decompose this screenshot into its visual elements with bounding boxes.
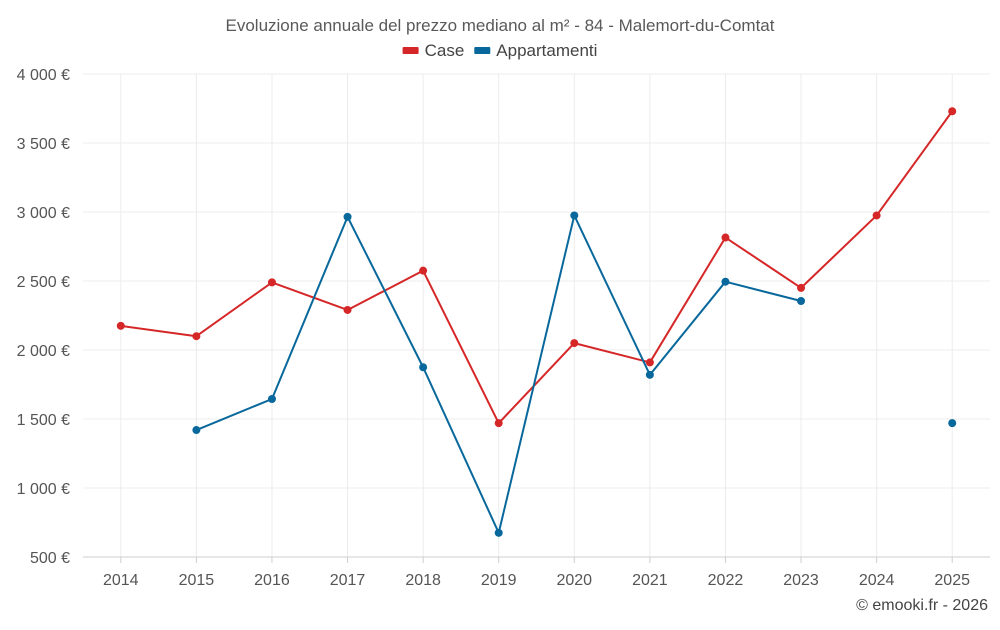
data-point[interactable] (721, 277, 730, 286)
x-tick-label: 2024 (859, 572, 895, 589)
data-point[interactable] (419, 266, 428, 275)
chart-title: Evoluzione annuale del prezzo mediano al… (226, 16, 775, 35)
grid (83, 73, 990, 557)
y-tick-label: 2 500 € (17, 274, 70, 291)
x-tick-label: 2021 (632, 572, 668, 589)
y-tick-label: 2 000 € (17, 343, 70, 360)
x-tick-label: 2022 (708, 572, 744, 589)
legend-swatch (402, 47, 419, 54)
data-point[interactable] (721, 233, 730, 242)
y-tick-label: 4 000 € (17, 67, 70, 84)
data-point[interactable] (797, 297, 806, 306)
x-tick-label: 2019 (481, 572, 517, 589)
x-tick-label: 2025 (934, 572, 970, 589)
series-line (120, 110, 954, 425)
axes: 500 € 1 000 € 1 500 € 2 000 € 2 500 € 3 000 €… (17, 67, 990, 589)
data-point[interactable] (570, 211, 579, 220)
y-tick-label: 3 500 € (17, 136, 70, 153)
y-tick-label: 3 000 € (17, 205, 70, 222)
data-point[interactable] (948, 419, 957, 428)
x-tick-label: 2016 (254, 572, 290, 589)
data-point[interactable] (797, 283, 806, 292)
y-tick-label: 1 000 € (17, 481, 70, 498)
series-case (116, 107, 957, 428)
y-tick-label: 500 € (30, 550, 70, 567)
x-tick-label: 2017 (330, 572, 366, 589)
data-point[interactable] (116, 321, 125, 330)
x-tick-label: 2018 (405, 572, 441, 589)
data-point[interactable] (494, 528, 503, 537)
credit-text: © emooki.fr - 2026 (856, 597, 988, 614)
data-point[interactable] (267, 278, 276, 287)
data-point[interactable] (645, 358, 654, 367)
legend: Case Appartamenti (402, 41, 597, 60)
data-point[interactable] (267, 394, 276, 403)
legend-swatch (474, 47, 491, 54)
series-appartamenti (192, 211, 957, 537)
legend-label: Case (425, 41, 465, 60)
data-point[interactable] (872, 211, 881, 220)
x-tick-label: 2023 (783, 572, 819, 589)
y-tick-label: 1 500 € (17, 412, 70, 429)
data-point[interactable] (570, 339, 579, 348)
data-point[interactable] (419, 363, 428, 372)
series-layer (116, 107, 957, 537)
data-point[interactable] (192, 332, 201, 341)
data-point[interactable] (494, 419, 503, 428)
legend-item[interactable]: Appartamenti (474, 41, 597, 60)
data-point[interactable] (645, 370, 654, 379)
data-point[interactable] (343, 212, 352, 221)
x-tick-label: 2020 (556, 572, 592, 589)
legend-label: Appartamenti (496, 41, 597, 60)
data-point[interactable] (948, 107, 957, 116)
legend-item[interactable]: Case (402, 41, 465, 60)
x-tick-label: 2015 (179, 572, 215, 589)
data-point[interactable] (343, 305, 352, 314)
data-point[interactable] (192, 426, 201, 435)
x-tick-label: 2014 (103, 572, 139, 589)
